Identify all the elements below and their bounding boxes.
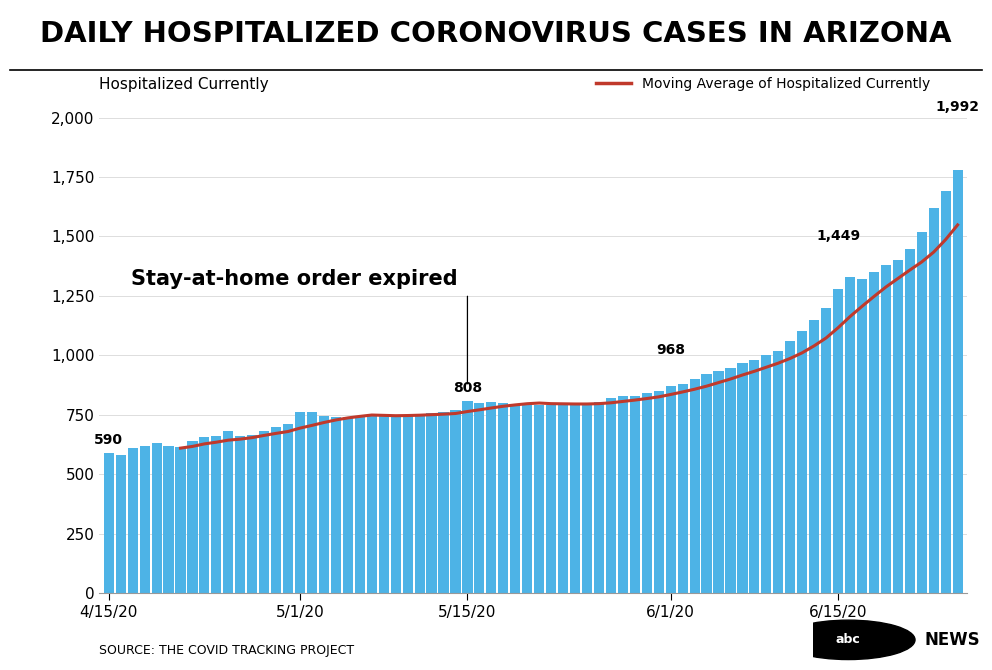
Bar	[498, 403, 508, 593]
Bar	[427, 413, 436, 593]
Bar	[952, 170, 962, 593]
Bar	[761, 355, 772, 593]
Bar	[701, 375, 711, 593]
Text: 808: 808	[453, 381, 482, 395]
Bar	[367, 415, 377, 593]
Bar	[223, 431, 233, 593]
Bar	[128, 448, 138, 593]
Bar	[642, 393, 652, 593]
Bar	[725, 369, 735, 593]
Bar	[403, 415, 413, 593]
Bar	[558, 404, 568, 593]
Bar	[570, 403, 580, 593]
Bar	[546, 405, 557, 593]
Text: 590: 590	[94, 433, 123, 447]
Bar	[438, 412, 448, 593]
Bar	[534, 405, 545, 593]
Bar	[318, 416, 329, 593]
Bar	[259, 431, 269, 593]
Bar	[187, 441, 197, 593]
Bar	[713, 371, 723, 593]
Bar	[140, 446, 150, 593]
Bar	[510, 404, 521, 593]
Bar	[462, 401, 472, 593]
Bar	[594, 401, 604, 593]
Bar	[474, 403, 484, 593]
Bar	[606, 398, 616, 593]
Legend: Moving Average of Hospitalized Currently: Moving Average of Hospitalized Currently	[590, 71, 935, 96]
Text: Stay-at-home order expired: Stay-at-home order expired	[131, 269, 458, 289]
Bar	[271, 427, 281, 593]
Bar	[211, 436, 221, 593]
Bar	[833, 289, 843, 593]
Bar	[845, 277, 855, 593]
Bar	[786, 341, 796, 593]
Bar	[618, 396, 628, 593]
Bar	[582, 403, 592, 593]
Bar	[689, 379, 699, 593]
Bar	[857, 279, 867, 593]
Bar	[929, 208, 938, 593]
Bar	[773, 350, 784, 593]
Bar	[307, 412, 317, 593]
Bar	[666, 386, 676, 593]
Bar	[749, 360, 760, 593]
Text: 1,449: 1,449	[816, 228, 860, 243]
Bar	[869, 272, 879, 593]
Bar	[522, 404, 533, 593]
Bar	[940, 191, 950, 593]
Bar	[630, 396, 640, 593]
Bar	[917, 232, 927, 593]
Bar	[104, 453, 114, 593]
Text: abc: abc	[836, 633, 861, 647]
Text: NEWS: NEWS	[925, 631, 980, 649]
Bar	[415, 415, 425, 593]
Text: 968: 968	[656, 343, 685, 357]
Bar	[295, 412, 306, 593]
Bar	[116, 455, 126, 593]
Bar	[343, 417, 353, 593]
Text: SOURCE: THE COVID TRACKING PROJECT: SOURCE: THE COVID TRACKING PROJECT	[99, 644, 354, 657]
Bar	[654, 391, 664, 593]
Text: 1,992: 1,992	[935, 100, 980, 113]
Bar	[905, 249, 915, 593]
Bar	[450, 410, 460, 593]
Bar	[164, 446, 174, 593]
Bar	[737, 363, 748, 593]
Bar	[391, 415, 401, 593]
Bar	[678, 384, 687, 593]
Bar	[176, 447, 186, 593]
Bar	[331, 417, 341, 593]
Bar	[379, 415, 389, 593]
Bar	[355, 416, 365, 593]
Bar	[798, 332, 807, 593]
Text: Hospitalized Currently: Hospitalized Currently	[99, 77, 269, 92]
Bar	[821, 308, 831, 593]
Bar	[152, 444, 162, 593]
Bar	[247, 435, 257, 593]
Bar	[486, 401, 496, 593]
Bar	[283, 424, 294, 593]
Bar	[809, 320, 819, 593]
Circle shape	[782, 620, 915, 659]
Bar	[235, 436, 245, 593]
Bar	[199, 438, 209, 593]
Text: DAILY HOSPITALIZED CORONOVIRUS CASES IN ARIZONA: DAILY HOSPITALIZED CORONOVIRUS CASES IN …	[41, 20, 951, 48]
Bar	[881, 265, 891, 593]
Bar	[893, 260, 903, 593]
